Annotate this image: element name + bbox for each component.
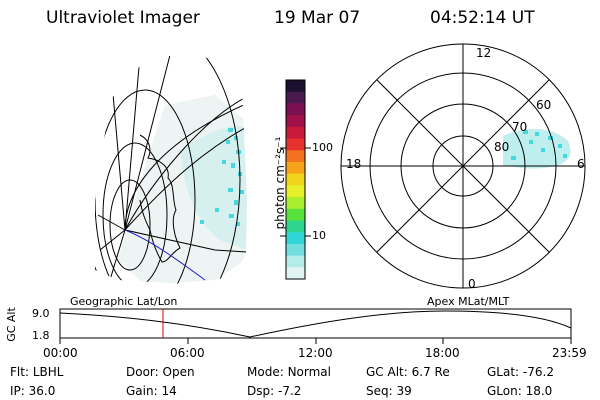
status-gc-alt: GC Alt: 6.7 Re [366,365,450,379]
status-glat: GLat: -76.2 [487,365,554,379]
altitude-curve [59,310,572,338]
colorbar-segment [286,173,305,186]
colorbar-segment [286,115,305,128]
projection-label-apex: Apex MLat/MLT [427,295,510,308]
colorbar-segment [286,232,305,245]
colorbar-segment [286,220,305,233]
colorbar-segment [286,243,305,257]
instrument-title: Ultraviolet Imager [46,8,200,28]
colorbar-segment [286,138,305,151]
polar-label-80: 80 [494,140,510,154]
altitude-plot-frame [59,308,572,339]
polar-aurora-dots [511,130,567,160]
altitude-x-tick-1200: 12:00 [298,346,333,360]
colorbar-segment [286,150,305,163]
colorbar-segment [286,208,305,222]
polar-label-12: 12 [476,46,492,60]
colorbar-segment [286,197,305,210]
polar-label-18: 18 [346,157,362,171]
colorbar-tick-10: 10 [312,229,326,242]
altitude-x-tick-1800: 18:00 [425,346,460,360]
polar-aurora-oval [503,129,571,169]
projection-label-geographic: Geographic Lat/Lon [70,295,178,308]
altitude-x-tick-0000: 00:00 [43,346,78,360]
colorbar-segment [286,255,305,268]
status-door: Door: Open [126,365,195,379]
polar-label-70: 70 [512,120,528,134]
status-dsp: Dsp: -7.2 [247,384,302,398]
altitude-y-tick-high: 9.0 [32,307,50,320]
colorbar-segment [286,80,305,93]
colorbar-segment [286,91,305,105]
status-glon: GLon: 18.0 [487,384,553,398]
altitude-y-label: GC Alt [4,307,18,342]
status-mode: Mode: Normal [247,365,331,379]
colorbar-segment [286,161,305,175]
colorbar-tick-100: 100 [312,141,333,154]
altitude-x-tick-0600: 06:00 [170,346,205,360]
colorbar-segment [286,126,305,140]
date-label: 19 Mar 07 [274,8,361,28]
polar-label-6: 6 [577,157,585,171]
polar-label-0: 0 [468,277,476,291]
colorbar-segment [286,185,305,198]
altitude-y-tick-low: 1.8 [32,329,50,342]
status-seq: Seq: 39 [366,384,412,398]
status-gain: Gain: 14 [126,384,177,398]
time-label: 04:52:14 UT [430,8,535,28]
altitude-x-tick-2359: 23:59 [552,346,587,360]
status-flt: Flt: LBHL [10,365,64,379]
colorbar-segment [286,103,305,116]
status-ip: IP: 36.0 [10,384,56,398]
colorbar-frame [285,79,306,280]
colorbar-gradient [286,80,305,280]
colorbar-segment [286,267,305,280]
polar-label-60: 60 [536,98,552,112]
